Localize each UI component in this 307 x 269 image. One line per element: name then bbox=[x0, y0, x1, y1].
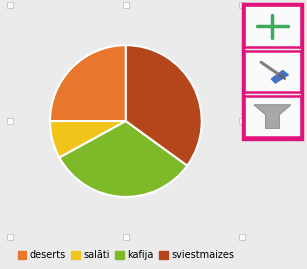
Polygon shape bbox=[254, 105, 291, 128]
Polygon shape bbox=[271, 70, 288, 83]
Legend: deserts, salāti, kafija, sviestmaizes: deserts, salāti, kafija, sviestmaizes bbox=[14, 246, 238, 264]
Wedge shape bbox=[50, 121, 126, 158]
Wedge shape bbox=[50, 45, 126, 121]
Wedge shape bbox=[126, 45, 202, 166]
Wedge shape bbox=[59, 121, 187, 197]
